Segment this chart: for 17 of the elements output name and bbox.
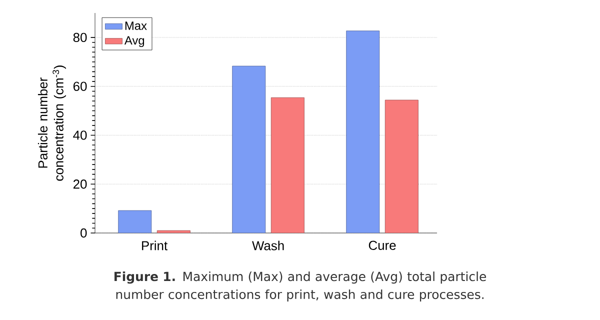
y-tick-label: 40 [73, 130, 87, 140]
y-tick-label: 20 [73, 180, 87, 189]
y-tick-label: 0 [80, 228, 87, 238]
x-tick-label: Wash [252, 240, 284, 250]
bar [346, 30, 380, 233]
x-tick-label: Print [142, 240, 168, 250]
bar [232, 66, 266, 233]
legend-label: Avg [124, 36, 144, 48]
x-tick-label: Cure [368, 240, 396, 250]
y-tick-label: 60 [73, 82, 87, 91]
legend-label: Max [125, 22, 147, 30]
text: Figure 1. Maximum (Max) and average (Avg) total particle number concentrations for print, wash and cure processes. [114, 272, 486, 302]
y-axis-title: Particle number concentration (cm$^{-3}$) [38, 66, 66, 181]
bar [270, 97, 304, 233]
y-tick-label: 80 [73, 32, 87, 42]
bar [384, 100, 418, 233]
bar [118, 210, 152, 233]
